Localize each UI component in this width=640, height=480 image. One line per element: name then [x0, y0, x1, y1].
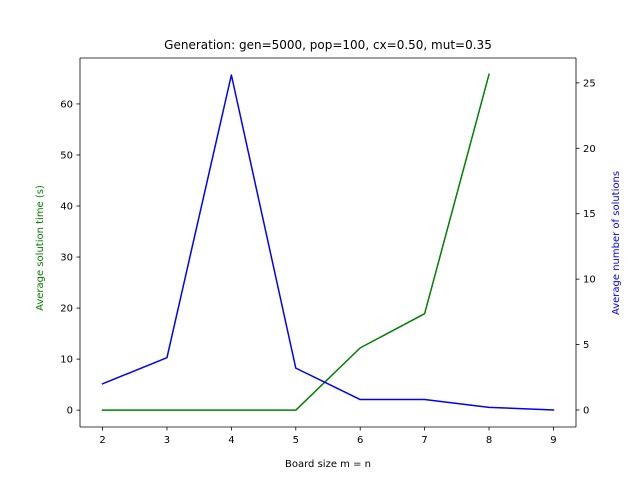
axes-layer: 2 3 4 5 6 7 8 9 0 10 20 30 40 50 60 0 5 10 15 20 25 [60, 57, 596, 446]
x-tick-label: 4 [228, 435, 234, 446]
x-tick-label: 8 [486, 435, 492, 446]
y-left-tick-label: 30 [60, 253, 73, 264]
y-left-tick-label: 20 [60, 304, 73, 315]
y-axis-right-label: Average number of solutions [611, 171, 622, 315]
y-left-tick-label: 60 [60, 99, 73, 110]
y-right-tick-label: 10 [583, 275, 596, 286]
series-layer [101, 73, 555, 411]
y-left-tick-label: 40 [60, 202, 73, 213]
x-tick-label: 7 [421, 435, 427, 446]
x-tick-label: 2 [99, 435, 105, 446]
y-left-tick-label: 10 [60, 355, 73, 366]
x-tick-label: 6 [357, 435, 363, 446]
x-axis-label: Board size m = n [285, 459, 371, 470]
y-axis-left-label: Average solution time (s) [35, 185, 46, 311]
x-tick-label: 5 [293, 435, 299, 446]
y-right-tick-label: 5 [583, 340, 589, 351]
x-tick-label: 9 [550, 435, 556, 446]
y-right-tick-label: 15 [583, 209, 596, 220]
series-line-left [101, 73, 490, 411]
y-right-tick-label: 0 [583, 405, 589, 416]
x-tick-label: 3 [164, 435, 170, 446]
y-right-tick-label: 25 [583, 78, 596, 89]
y-right-tick-label: 20 [583, 144, 596, 155]
y-left-tick-label: 0 [67, 406, 73, 417]
y-left-tick-label: 50 [60, 150, 73, 161]
chart-title: Generation: gen=5000, pop=100, cx=0.50, … [164, 38, 492, 52]
series-line-right [101, 74, 555, 411]
